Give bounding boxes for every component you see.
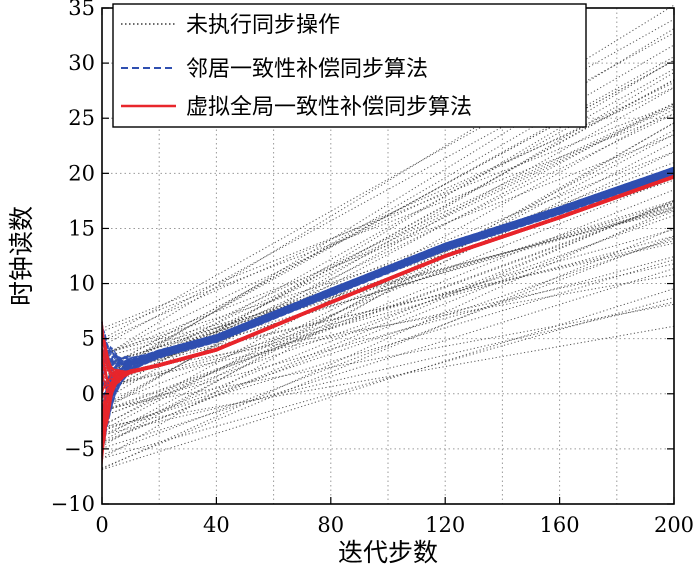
unsync-clock-line: [101, 4, 675, 358]
unsync-clock-line: [101, 215, 675, 417]
neighbor-sync-line: [101, 169, 675, 398]
y-tick-label-9: 35: [68, 0, 95, 20]
unsync-clock-line: [101, 210, 675, 354]
x-tick-label-4: 160: [540, 513, 580, 537]
y-tick-labels: −10 −5 0 5 10 15 20 25 30 35: [51, 0, 95, 516]
unsync-clock-line: [101, 82, 675, 357]
unsync-clock-line: [101, 56, 675, 375]
x-tick-label-3: 120: [425, 513, 465, 537]
y-tick-label-8: 30: [68, 51, 95, 75]
unsync-clock-line: [101, 103, 675, 375]
unsync-clock-line: [101, 113, 675, 332]
x-tick-label-0: 0: [95, 513, 108, 537]
unsync-clock-line: [101, 259, 675, 431]
unsync-clock-line: [101, 68, 675, 387]
legend-label-neighbor: 邻居一致性补偿同步算法: [186, 57, 428, 82]
unsync-clock-line: [101, 268, 675, 449]
legend-box: [112, 3, 587, 128]
legend: 未执行同步操作 邻居一致性补偿同步算法 虚拟全局一致性补偿同步算法: [112, 3, 587, 128]
unsync-clock-line: [101, 202, 675, 412]
unsync-clock-line: [101, 236, 675, 456]
unsync-clock-line: [101, 235, 675, 390]
unsync-clock-line: [101, 256, 675, 412]
unsync-clock-line: [101, 122, 675, 447]
unsync-clock-line: [101, 18, 675, 340]
unsync-clock-line: [101, 242, 675, 372]
unsync-clock-line: [101, 151, 675, 426]
unsync-clock-line: [101, 240, 675, 374]
y-tick-label-1: −5: [64, 437, 95, 461]
unsync-clock-line: [101, 106, 675, 384]
y-tick-label-5: 15: [68, 216, 95, 240]
unsync-clock-line: [101, 113, 675, 390]
y-tick-label-0: −10: [51, 492, 95, 516]
unsync-clock-line: [101, 288, 675, 471]
unsync-clock-line: [101, 227, 675, 469]
unsync-clock-line: [101, 263, 675, 387]
x-tick-label-5: 200: [654, 513, 694, 537]
virtual-series: [101, 174, 675, 465]
y-tick-label-4: 10: [68, 272, 95, 296]
x-tick-label-2: 80: [317, 513, 344, 537]
unsync-clock-line: [101, 203, 675, 413]
unsync-clock-line: [101, 162, 675, 375]
unsync-clock-line: [101, 60, 675, 370]
unsync-clock-line: [101, 207, 675, 470]
legend-label-unsync: 未执行同步操作: [186, 13, 340, 38]
unsync-clock-line: [101, 134, 675, 357]
unsync-clock-line: [101, 206, 675, 364]
virtual-sync-line: [101, 176, 675, 422]
x-tick-label-1: 40: [203, 513, 230, 537]
x-tick-labels: 0 40 80 120 160 200: [95, 513, 694, 537]
x-axis-label: 迭代步数: [338, 538, 438, 567]
neighbor-sync-line: [101, 166, 675, 397]
virtual-sync-line: [101, 174, 675, 389]
neighbor-series: [101, 166, 675, 458]
unsync-clock-line: [101, 122, 675, 460]
unsync-clock-line: [101, 208, 675, 358]
legend-label-virtual: 虚拟全局一致性补偿同步算法: [186, 95, 472, 120]
unsync-clock-line: [101, 202, 675, 377]
unsync-clock-line: [101, 108, 675, 427]
unsync-clock-line: [101, 151, 675, 376]
unsync-clock-line: [101, 104, 675, 379]
y-tick-label-6: 20: [68, 161, 95, 185]
y-tick-label-7: 25: [68, 106, 95, 130]
neighbor-sync-line: [101, 172, 675, 370]
y-tick-label-2: 0: [82, 382, 95, 406]
unsync-clock-line: [101, 175, 675, 355]
unsync-clock-line: [101, 301, 675, 436]
unsync-clock-line: [101, 87, 675, 409]
unsync-clock-line: [101, 32, 675, 347]
y-axis-label: 时钟读数: [7, 206, 36, 306]
unsync-clock-line: [101, 103, 675, 329]
y-tick-label-3: 5: [82, 327, 95, 351]
